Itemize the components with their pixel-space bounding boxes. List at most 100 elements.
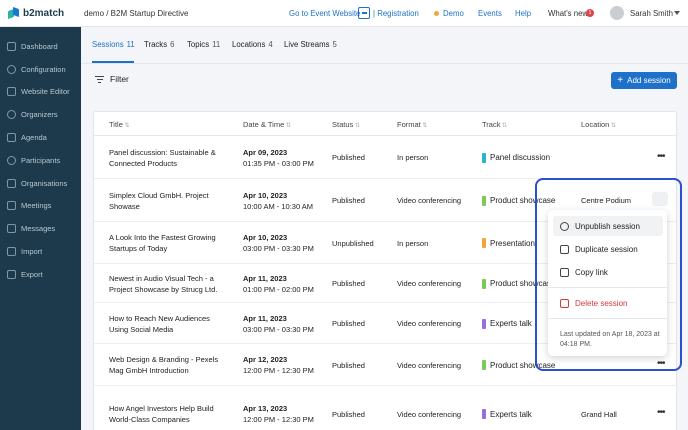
session-time: 10:00 AM - 10:30 AM	[243, 201, 314, 211]
import-icon	[7, 247, 16, 257]
session-format: Video conferencing	[397, 360, 462, 370]
help-link[interactable]: Help	[515, 8, 532, 18]
sidebar-item-organisations[interactable]: Organisations	[0, 172, 81, 195]
more-options-icon[interactable]: •••	[657, 407, 665, 418]
sidebar-item-meetings[interactable]: Meetings	[0, 195, 81, 218]
menu-item-label: Copy link	[575, 267, 608, 277]
tab-label: Topics	[187, 40, 210, 49]
session-title[interactable]: Newest in Audio Visual Tech - a Project …	[109, 273, 218, 294]
track-color-icon	[482, 152, 486, 163]
session-title[interactable]: Panel discussion: Sustainable & Connecte…	[109, 147, 216, 168]
more-options-icon[interactable]: •••	[657, 150, 665, 162]
track-label: Presentation	[490, 238, 535, 248]
plus-icon: +	[617, 74, 624, 86]
question-circle-icon	[560, 221, 569, 231]
external-link-icon[interactable]	[358, 7, 370, 19]
sidebar-item-agenda[interactable]: Agenda	[0, 126, 81, 149]
sidebar-item-export[interactable]: Export	[0, 263, 81, 286]
duplicate-session-item[interactable]: Duplicate session	[553, 239, 663, 259]
track-pill: Panel discussion	[482, 152, 550, 163]
user-icon	[7, 110, 16, 120]
session-title[interactable]: Web Design & Branding - Pexels Mag GmbH …	[109, 355, 219, 375]
delete-session-item[interactable]: Delete session	[553, 293, 663, 313]
column-header-status[interactable]: Status	[332, 120, 360, 129]
building-icon	[7, 178, 16, 188]
kebab-button-active[interactable]	[652, 192, 668, 206]
tab-count: 6	[170, 40, 175, 49]
add-session-button[interactable]: + Add session	[611, 72, 677, 89]
session-date: Apr 13, 2023	[243, 404, 288, 413]
brand[interactable]: b2match	[0, 0, 81, 27]
column-header-format[interactable]: Format	[397, 120, 427, 129]
tab-live-streams[interactable]: Live Streams 5	[284, 40, 337, 49]
column-header-location[interactable]: Location	[581, 120, 616, 129]
table-row[interactable]: Panel discussion: Sustainable & Connecte…	[94, 136, 676, 179]
session-date: Apr 11, 2023	[243, 273, 287, 283]
user-name[interactable]: Sarah Smith	[630, 8, 673, 18]
tab-locations[interactable]: Locations 4	[232, 40, 273, 49]
copy-link-item[interactable]: Copy link	[553, 262, 663, 282]
track-pill: Product showcase	[482, 360, 555, 370]
whats-new-link[interactable]: What's new	[548, 8, 589, 18]
sidebar-item-messages[interactable]: Messages	[0, 217, 81, 240]
session-title[interactable]: How to Reach New Audiences Using Social …	[109, 313, 210, 334]
column-header-track[interactable]: Track	[482, 120, 507, 129]
unpublish-session-item[interactable]: Unpublish session	[553, 216, 663, 236]
table-row[interactable]: How Angel Investors Help Build World-Cla…	[94, 386, 676, 430]
registration-link[interactable]: | Registration	[373, 8, 419, 18]
sidebar-item-organizers[interactable]: Organizers	[0, 103, 81, 126]
filter-button[interactable]: Filter	[95, 74, 129, 84]
status-badge: Published	[332, 409, 365, 419]
tab-count: 4	[268, 40, 273, 49]
tab-topics[interactable]: Topics 11	[187, 40, 220, 49]
track-label: Product showcase	[490, 196, 556, 205]
avatar[interactable]	[610, 6, 624, 20]
menu-item-label: Delete session	[575, 298, 628, 308]
sidebar-item-label: Organisations	[21, 178, 68, 188]
demo-link[interactable]: Demo	[443, 8, 464, 18]
tab-label: Sessions	[92, 40, 124, 49]
status-badge: Published	[332, 360, 365, 370]
go-to-event-website-link[interactable]: Go to Event Website	[289, 8, 361, 18]
chevron-down-icon[interactable]	[674, 11, 680, 15]
active-tab-indicator	[92, 61, 134, 63]
tab-tracks[interactable]: Tracks 6	[144, 40, 174, 49]
session-time: 12:00 PM - 12:30 PM	[243, 415, 314, 424]
trash-icon	[560, 298, 569, 308]
sidebar-item-participants[interactable]: Participants	[0, 149, 81, 172]
session-date: Apr 10, 2023	[243, 190, 288, 200]
session-format: Video conferencing	[397, 409, 462, 419]
document-icon	[560, 267, 569, 277]
sidebar-item-dashboard[interactable]: Dashboard	[0, 35, 81, 58]
track-pill: Experts talk	[482, 318, 532, 329]
sidebar-item-import[interactable]: Import	[0, 240, 81, 263]
track-color-icon	[482, 278, 486, 289]
events-link[interactable]: Events	[478, 8, 502, 18]
dashboard-icon	[7, 41, 16, 51]
sidebar-item-label: Dashboard	[21, 41, 58, 51]
sidebar-item-label: Website Editor	[21, 87, 70, 97]
session-format: Video conferencing	[397, 196, 462, 205]
session-time: 12:00 PM - 12:30 PM	[243, 366, 314, 375]
session-title[interactable]: Simplex Cloud GmbH. Project Showase	[109, 190, 209, 211]
column-header-title[interactable]: Title	[109, 120, 130, 129]
b2match-logo-icon	[8, 8, 19, 19]
track-pill: Product showcase	[482, 278, 555, 289]
session-title[interactable]: How Angel Investors Help Build World-Cla…	[109, 404, 214, 424]
track-label: Product showcase	[490, 360, 556, 370]
column-header-date-time[interactable]: Date & Time	[243, 120, 291, 129]
session-title[interactable]: A Look Into the Fastest Growing Startups…	[109, 233, 216, 253]
tab-label: Tracks	[144, 40, 168, 49]
more-options-icon[interactable]: •••	[657, 358, 665, 369]
track-pill: Experts talk	[482, 409, 532, 419]
status-badge: Published	[332, 196, 365, 205]
track-color-icon	[482, 195, 486, 206]
sidebar-item-website-editor[interactable]: Website Editor	[0, 81, 81, 104]
table-row[interactable]: Web Design & Branding - Pexels Mag GmbH …	[94, 344, 676, 386]
top-bar: demo / B2M Startup Directive Go to Event…	[81, 0, 688, 27]
breadcrumb[interactable]: demo / B2M Startup Directive	[84, 8, 189, 18]
highlight-box	[535, 178, 682, 371]
sidebar-item-configuration[interactable]: Configuration	[0, 58, 81, 81]
tab-sessions[interactable]: Sessions 11	[92, 40, 135, 49]
track-label: Experts talk	[490, 409, 532, 419]
